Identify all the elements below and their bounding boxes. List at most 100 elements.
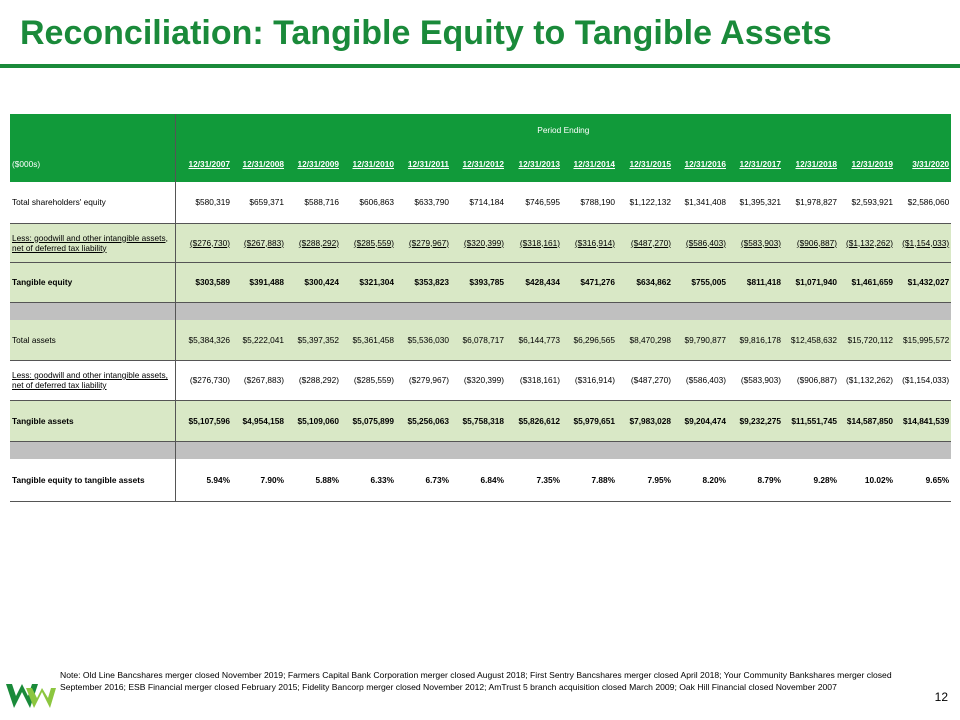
value-text: ($487,270)	[630, 237, 671, 248]
value-text: ($906,887)	[796, 375, 837, 385]
row-label: Less: goodwill and other intangible asse…	[10, 223, 176, 263]
value-text: ($288,292)	[298, 237, 339, 248]
value-text: ($316,914)	[574, 375, 615, 385]
value-text: ($906,887)	[796, 237, 837, 248]
value-text: $580,319	[195, 197, 230, 208]
value-cell: $788,190	[562, 182, 617, 224]
value-cell: $580,319	[175, 182, 232, 224]
value-text: $6,296,565	[573, 334, 615, 345]
value-text: 9.65%	[925, 474, 950, 485]
table-row: Tangible equity $303,589 $391,488 $300,424 $…	[10, 262, 952, 303]
value-text: ($320,399)	[463, 237, 504, 248]
value-cell: $1,341,408	[673, 182, 728, 224]
value-text: 5.94%	[206, 474, 230, 485]
value-text: $788,190	[580, 197, 615, 208]
table-row: Tangible assets $5,107,596 $4,954,158 $5,10…	[10, 400, 952, 442]
value-text: 9.28%	[813, 474, 837, 485]
value-cell: $9,790,877	[673, 320, 728, 361]
period-header-cell: 12/31/2017	[728, 145, 783, 182]
value-text: $5,107,596	[188, 415, 230, 426]
value-cell: $471,276	[562, 262, 617, 303]
value-text: $428,434	[525, 277, 560, 287]
value-text: $9,790,877	[684, 334, 726, 345]
value-text: $633,790	[414, 197, 449, 208]
value-cell: $633,790	[396, 182, 451, 224]
value-cell: $755,005	[673, 262, 728, 303]
value-text: $7,983,028	[629, 415, 671, 426]
value-text: ($279,967)	[408, 375, 449, 385]
value-text: ($1,132,262)	[845, 375, 893, 385]
value-cell: $1,461,659	[839, 262, 895, 303]
value-cell: $15,995,572	[895, 320, 952, 361]
value-cell: $5,826,612	[506, 400, 562, 442]
row-label-text: Tangible equity	[12, 277, 73, 287]
value-cell: ($316,914)	[562, 360, 617, 401]
value-cell: $746,595	[506, 182, 562, 224]
value-text: $5,109,060	[297, 415, 339, 426]
value-text: $5,979,651	[573, 415, 615, 426]
value-cell: $5,979,651	[562, 400, 617, 442]
value-text: $5,826,612	[518, 415, 560, 426]
value-cell: $5,222,041	[232, 320, 286, 361]
value-cell: $9,232,275	[728, 400, 783, 442]
value-text: $1,978,827	[795, 197, 837, 208]
value-text: $14,841,539	[903, 415, 950, 426]
value-text: 6.73%	[425, 474, 449, 485]
value-cell: ($583,903)	[728, 223, 783, 263]
value-text: $755,005	[691, 277, 726, 287]
value-cell: 5.94%	[175, 459, 232, 502]
value-cell: $588,716	[286, 182, 341, 224]
wesbanco-logo-icon	[6, 684, 56, 708]
value-text: $5,758,318	[462, 415, 504, 426]
header-blank-cell	[10, 114, 176, 145]
value-text: $1,461,659	[851, 277, 893, 287]
value-text: $1,395,321	[739, 197, 781, 208]
value-cell: ($586,403)	[673, 223, 728, 263]
value-cell: 8.79%	[728, 459, 783, 502]
value-text: $1,071,940	[795, 277, 837, 287]
value-cell: 7.95%	[617, 459, 673, 502]
value-cell: $2,593,921	[839, 182, 895, 224]
value-text: ($1,132,262)	[845, 237, 893, 248]
value-text: $393,785	[469, 277, 504, 287]
value-text: $2,593,921	[851, 197, 893, 208]
value-text: $303,589	[195, 277, 230, 287]
value-text: ($320,399)	[463, 375, 504, 385]
value-text: ($267,883)	[243, 375, 284, 385]
value-cell: $15,720,112	[839, 320, 895, 361]
value-cell: ($1,154,033)	[895, 360, 952, 401]
value-cell: $14,587,850	[839, 400, 895, 442]
value-cell: ($1,132,262)	[839, 223, 895, 263]
row-label-text: Total shareholders' equity	[12, 197, 106, 208]
value-cell: 7.88%	[562, 459, 617, 502]
value-text: 6.33%	[370, 474, 394, 485]
table-row: Less: goodwill and other intangible asse…	[10, 360, 952, 401]
row-label: Less: goodwill and other intangible asse…	[10, 360, 176, 401]
value-cell: 9.28%	[783, 459, 839, 502]
value-text: $300,424	[304, 277, 339, 287]
page-number: 12	[934, 690, 948, 704]
value-cell: ($906,887)	[783, 360, 839, 401]
period-header-cell: 12/31/2013	[506, 145, 562, 182]
spacer-cell	[10, 302, 176, 320]
value-text: $5,397,352	[297, 334, 339, 345]
value-text: ($583,903)	[740, 375, 781, 385]
period-header-cell: 12/31/2018	[783, 145, 839, 182]
row-label: Tangible equity to tangible assets	[10, 459, 176, 502]
value-cell: $714,184	[451, 182, 506, 224]
value-text: 7.35%	[536, 474, 560, 485]
value-text: $15,720,112	[847, 334, 893, 345]
value-text: $588,716	[304, 197, 339, 208]
value-cell: $393,785	[451, 262, 506, 303]
value-cell: $5,361,458	[341, 320, 396, 361]
value-text: ($276,730)	[189, 375, 230, 385]
value-cell: ($285,559)	[341, 223, 396, 263]
value-cell: $5,384,326	[175, 320, 232, 361]
value-text: $4,954,158	[242, 415, 284, 426]
value-text: $811,418	[746, 277, 781, 287]
value-cell: 6.33%	[341, 459, 396, 502]
footnote: Note: Old Line Bancshares merger closed …	[60, 670, 892, 692]
value-text: $659,371	[249, 197, 284, 208]
value-cell: ($279,967)	[396, 360, 451, 401]
row-label-text: Tangible assets	[12, 415, 74, 426]
